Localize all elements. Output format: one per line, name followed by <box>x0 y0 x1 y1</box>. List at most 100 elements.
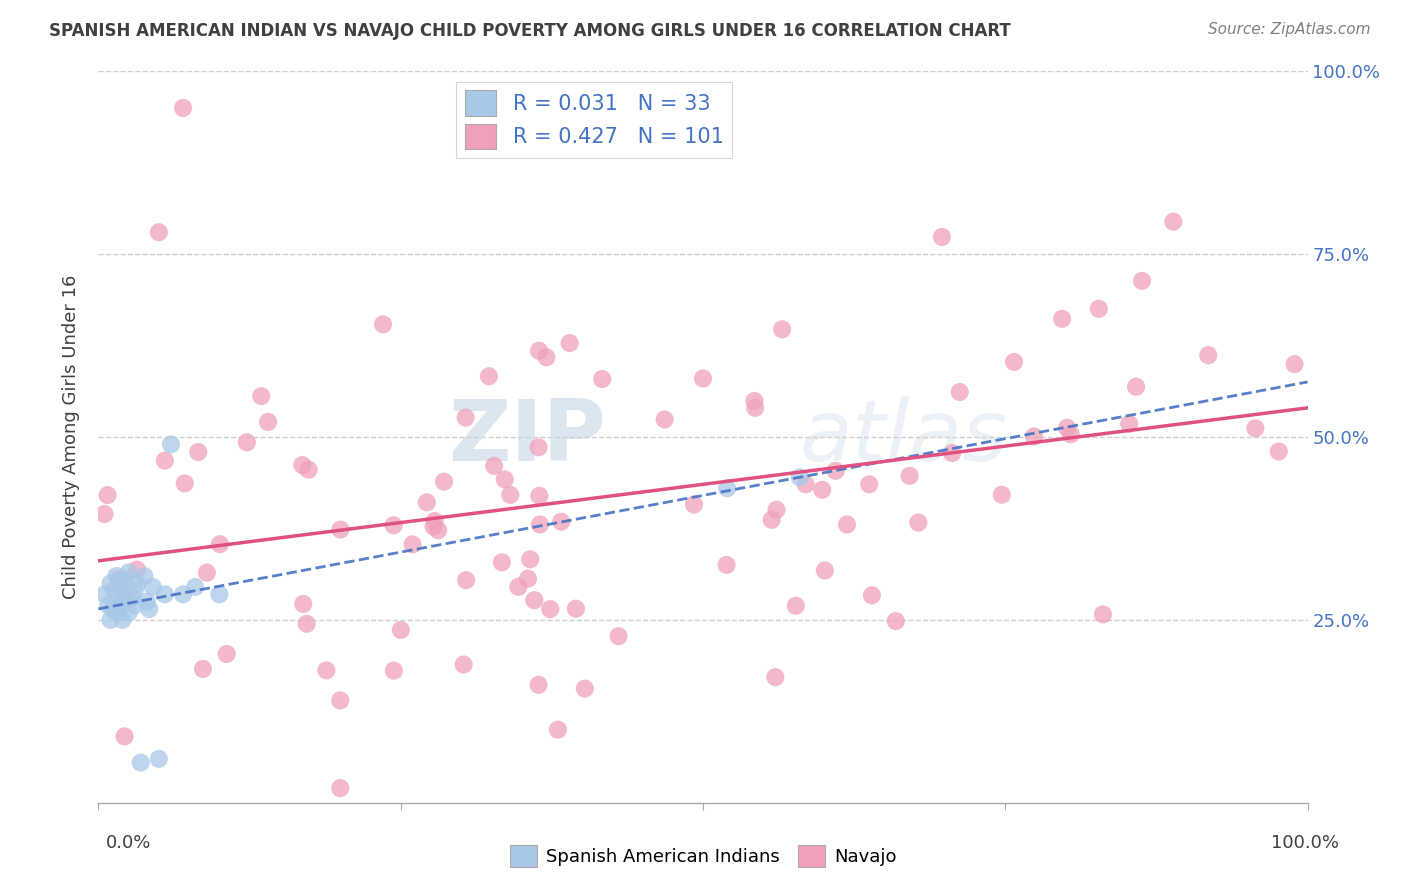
Point <box>1087 301 1109 316</box>
Point <box>789 470 811 484</box>
Point <box>315 664 337 678</box>
Point <box>173 476 195 491</box>
Point <box>423 514 446 528</box>
Point <box>148 225 170 239</box>
Point <box>574 681 596 696</box>
Point <box>858 477 880 491</box>
Point <box>236 435 259 450</box>
Point <box>250 389 273 403</box>
Point <box>1197 348 1219 362</box>
Point <box>454 410 477 425</box>
Point <box>257 415 280 429</box>
Point <box>93 507 115 521</box>
Point <box>103 583 125 598</box>
Point <box>329 781 352 796</box>
Point <box>111 613 134 627</box>
Point <box>931 230 953 244</box>
Point <box>416 495 439 509</box>
Point <box>153 587 176 601</box>
Point <box>138 602 160 616</box>
Text: atlas: atlas <box>800 395 1008 479</box>
Point <box>536 350 558 364</box>
Text: ZIP: ZIP <box>449 395 606 479</box>
Point <box>100 613 122 627</box>
Point <box>1125 380 1147 394</box>
Point <box>114 594 136 608</box>
Point <box>770 322 793 336</box>
Point <box>716 481 738 495</box>
Text: Source: ZipAtlas.com: Source: ZipAtlas.com <box>1208 22 1371 37</box>
Point <box>654 412 676 426</box>
Point <box>1284 357 1306 371</box>
Point <box>1091 607 1114 622</box>
Point <box>129 756 152 770</box>
Point <box>716 558 738 572</box>
Point <box>105 606 128 620</box>
Point <box>744 401 766 415</box>
Point <box>990 488 1012 502</box>
Point <box>108 599 131 613</box>
Point <box>529 489 551 503</box>
Point <box>1268 444 1291 458</box>
Point <box>142 580 165 594</box>
Point <box>1118 417 1140 431</box>
Point <box>1130 274 1153 288</box>
Point <box>523 593 546 607</box>
Point <box>187 445 209 459</box>
Point <box>1002 355 1025 369</box>
Point <box>482 458 505 473</box>
Point <box>97 488 120 502</box>
Point <box>1050 311 1073 326</box>
Point <box>1163 215 1185 229</box>
Point <box>401 537 423 551</box>
Point <box>761 513 783 527</box>
Point <box>1022 429 1045 443</box>
Point <box>111 587 134 601</box>
Point <box>134 569 156 583</box>
Point <box>898 468 921 483</box>
Point <box>195 566 218 580</box>
Point <box>529 517 551 532</box>
Point <box>517 572 540 586</box>
Point <box>478 369 501 384</box>
Point <box>744 393 766 408</box>
Point <box>558 336 581 351</box>
Text: 100.0%: 100.0% <box>1271 834 1339 852</box>
Point <box>527 440 550 454</box>
Point <box>427 523 450 537</box>
Point <box>860 588 883 602</box>
Point <box>538 602 561 616</box>
Point <box>382 518 405 533</box>
Point <box>291 458 314 472</box>
Text: SPANISH AMERICAN INDIAN VS NAVAJO CHILD POVERTY AMONG GIRLS UNDER 16 CORRELATION: SPANISH AMERICAN INDIAN VS NAVAJO CHILD … <box>49 22 1011 40</box>
Point <box>884 614 907 628</box>
Point <box>453 657 475 672</box>
Point <box>547 723 569 737</box>
Point <box>124 599 146 613</box>
Point <box>295 616 318 631</box>
Point <box>329 693 352 707</box>
Point <box>1244 421 1267 435</box>
Point <box>114 573 136 587</box>
Point <box>692 371 714 385</box>
Point <box>108 580 131 594</box>
Point <box>907 516 929 530</box>
Point <box>824 464 846 478</box>
Point <box>494 472 516 486</box>
Point <box>508 580 530 594</box>
Point <box>108 572 131 586</box>
Point <box>101 602 124 616</box>
Point <box>591 372 613 386</box>
Point <box>292 597 315 611</box>
Point <box>499 488 522 502</box>
Point <box>765 503 787 517</box>
Point <box>389 623 412 637</box>
Point <box>124 583 146 598</box>
Point <box>422 519 444 533</box>
Point <box>114 730 136 744</box>
Point <box>105 569 128 583</box>
Point <box>208 537 231 551</box>
Point <box>433 475 456 489</box>
Legend: Spanish American Indians, Navajo: Spanish American Indians, Navajo <box>502 838 904 874</box>
Point <box>382 664 405 678</box>
